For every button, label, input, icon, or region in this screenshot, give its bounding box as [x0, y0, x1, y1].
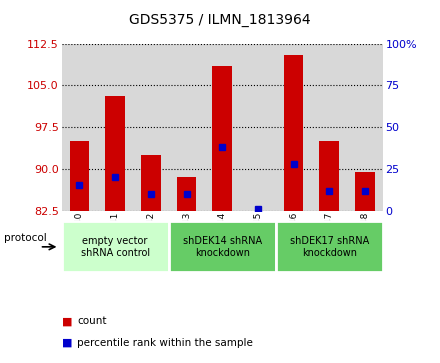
Bar [169, 44, 204, 211]
Bar [141, 155, 161, 211]
Bar [62, 44, 97, 211]
Text: ■: ■ [62, 338, 72, 348]
Text: ■: ■ [62, 316, 72, 326]
Text: protocol: protocol [4, 233, 47, 243]
Bar [312, 44, 347, 211]
Bar [204, 44, 240, 211]
Text: empty vector
shRNA control: empty vector shRNA control [81, 236, 150, 258]
Bar [97, 44, 133, 211]
Bar [319, 141, 339, 211]
Bar [284, 55, 304, 211]
Text: shDEK17 shRNA
knockdown: shDEK17 shRNA knockdown [290, 236, 369, 258]
Bar [105, 97, 125, 211]
Bar [355, 172, 375, 211]
Text: count: count [77, 316, 106, 326]
Text: GDS5375 / ILMN_1813964: GDS5375 / ILMN_1813964 [129, 13, 311, 27]
Bar [70, 141, 89, 211]
Bar [177, 177, 196, 211]
Bar [240, 44, 276, 211]
Bar [276, 44, 312, 211]
Text: shDEK14 shRNA
knockdown: shDEK14 shRNA knockdown [183, 236, 262, 258]
Text: percentile rank within the sample: percentile rank within the sample [77, 338, 253, 348]
Bar [213, 66, 232, 211]
Bar [133, 44, 169, 211]
Bar [347, 44, 383, 211]
